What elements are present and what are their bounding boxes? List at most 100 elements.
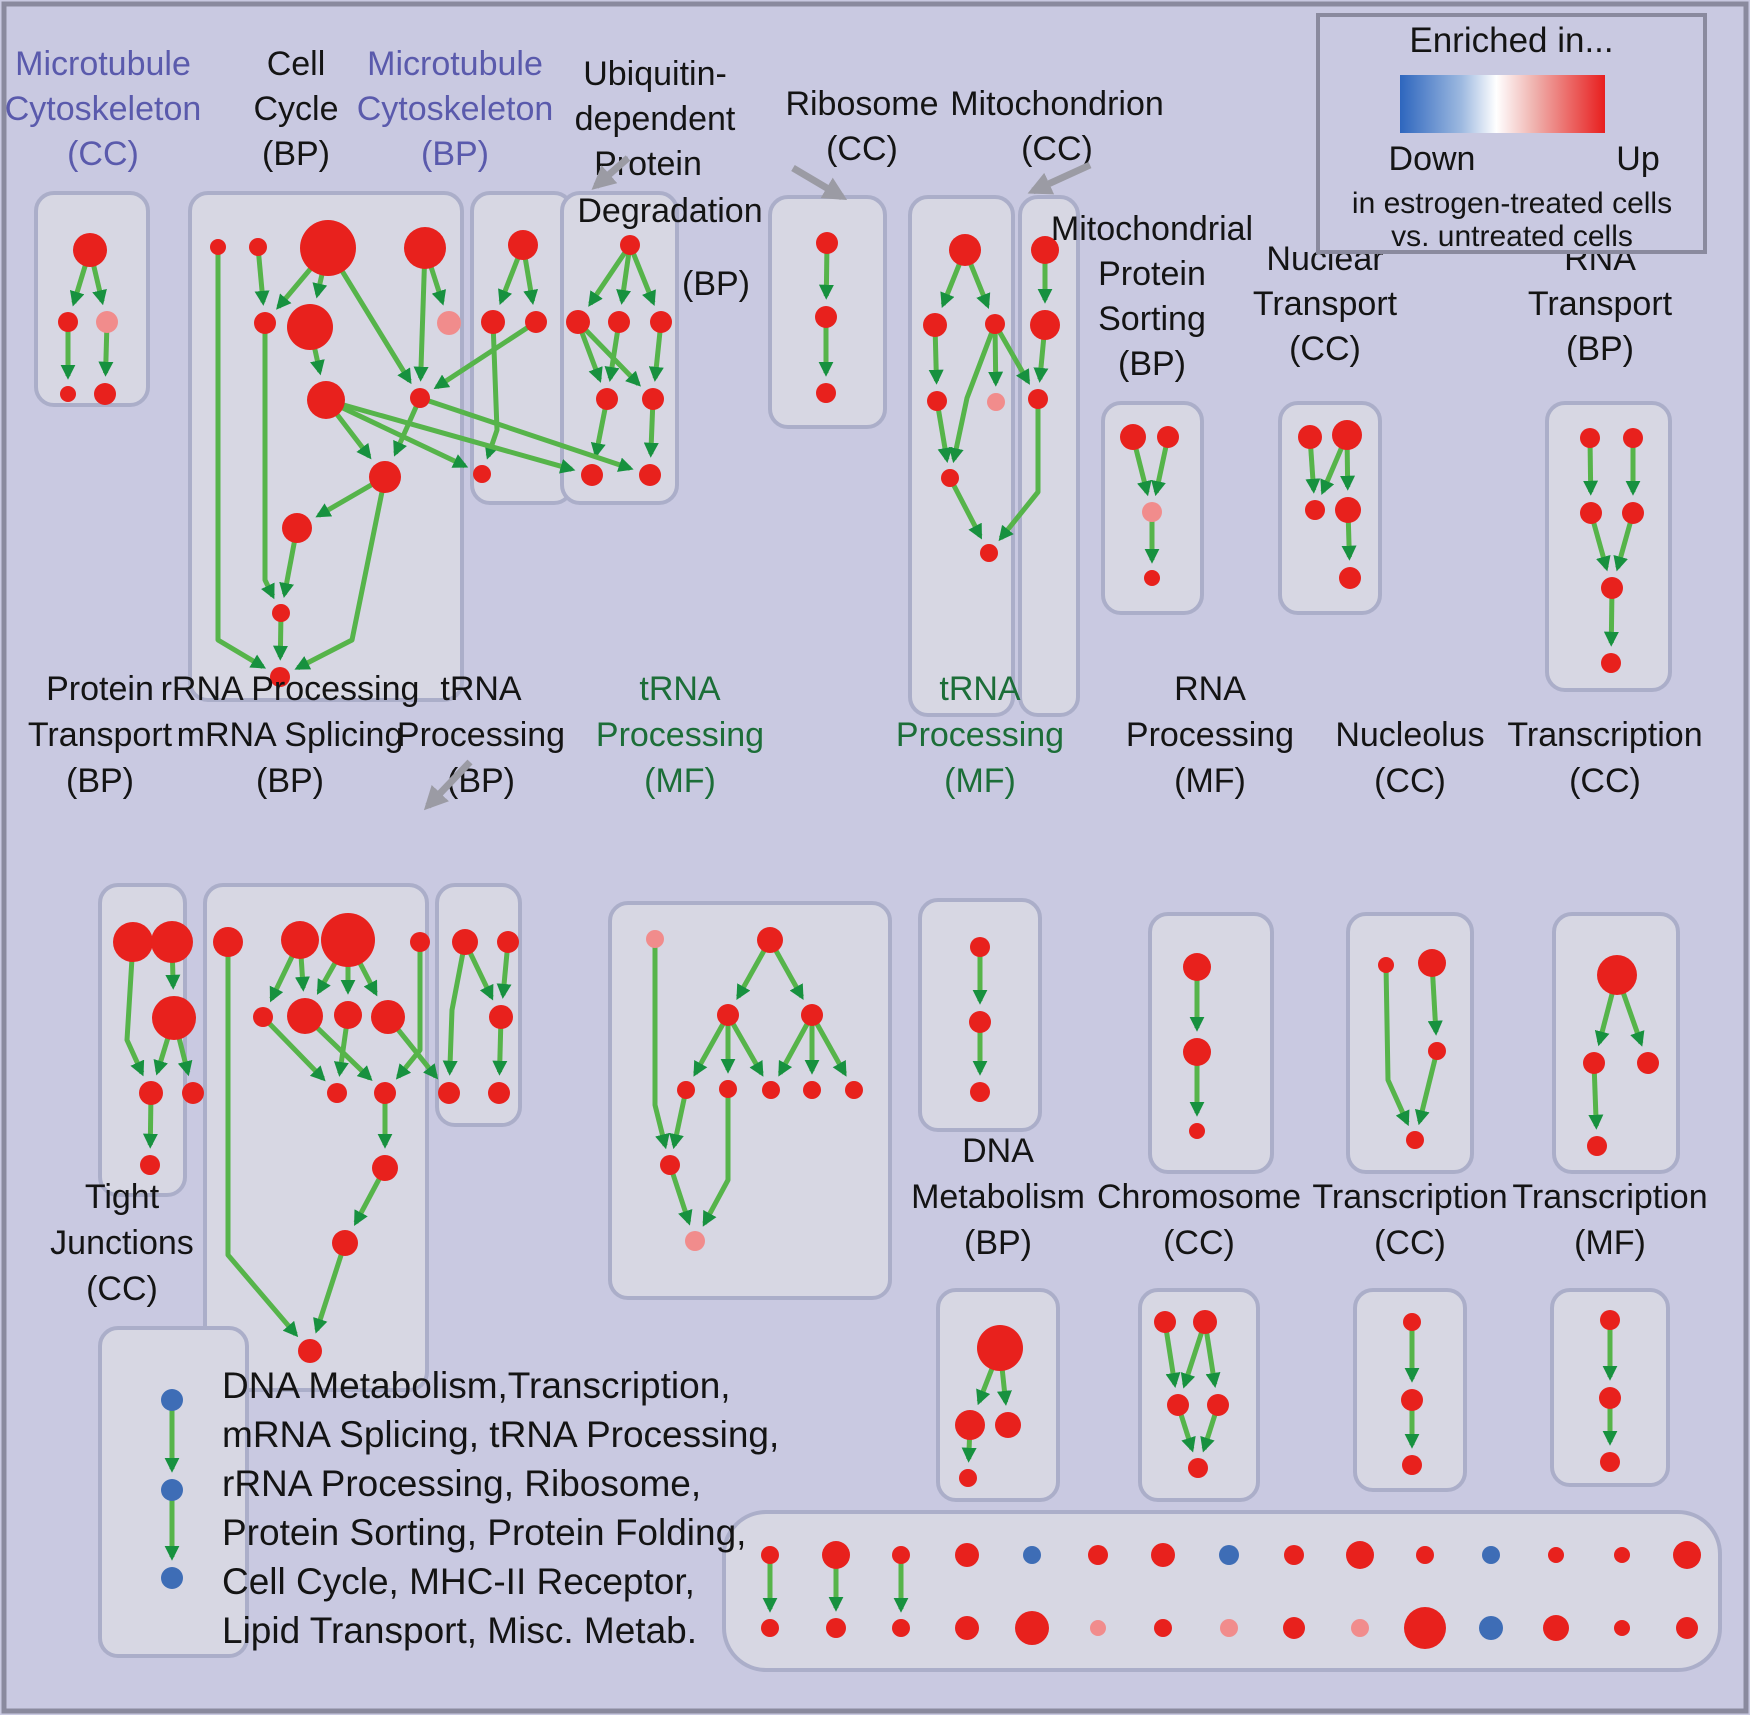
go-term-node-red: [473, 465, 491, 483]
cluster-label-mito_cc: Mitochondrion: [950, 85, 1164, 123]
go-term-node-red: [489, 1005, 513, 1029]
go-term-node-blue: [1023, 1546, 1041, 1564]
go-term-node-red: [281, 921, 319, 959]
go-term-node-pink: [685, 1231, 705, 1251]
cluster-box-rrna: [203, 883, 429, 1392]
cluster-box-mc_cc: [34, 191, 150, 407]
edge-arrow: [809, 1013, 847, 1077]
go-term-node-red: [374, 1082, 396, 1104]
go-term-node-red: [1673, 1541, 1701, 1569]
edge-arrow: [261, 1015, 326, 1082]
gray-pointer-arrow-trna-bp-to-box: [423, 759, 473, 811]
go-term-node-red: [762, 1081, 780, 1099]
legend-note-line2: vs. untreated cells: [1391, 220, 1633, 253]
go-term-node-red: [1580, 428, 1600, 448]
go-term-node-red: [941, 469, 959, 487]
go-term-node-red: [985, 314, 1005, 334]
cluster-label-ribosome: Ribosome: [785, 85, 938, 123]
go-term-node-red: [1332, 420, 1362, 450]
go-term-node-red: [816, 232, 838, 254]
edge-arrow: [433, 319, 538, 390]
edge-arrow: [947, 476, 983, 540]
cluster-label-mc_cc: (CC): [67, 135, 139, 173]
go-term-node-red: [826, 1618, 846, 1638]
edge-arrow: [948, 323, 998, 464]
cluster-label-trna_mf1: (MF): [644, 762, 716, 800]
go-term-node-red: [213, 927, 243, 957]
go-term-node-red: [58, 312, 78, 332]
go-term-node-red: [1614, 1547, 1630, 1563]
go-term-node-red: [1623, 428, 1643, 448]
go-term-node-red: [1305, 500, 1325, 520]
go-term-node-red: [980, 544, 998, 562]
misc-categories-text: Cell Cycle, MHC-II Receptor,: [222, 1561, 695, 1602]
go-term-node-red: [1120, 424, 1146, 450]
go-term-node-red: [969, 1011, 991, 1033]
cluster-label-mt_bp: Microtubule: [367, 45, 543, 83]
cluster-label-nuc_t: (CC): [1289, 330, 1361, 368]
cluster-label-rrna: (BP): [256, 762, 324, 800]
go-term-node-red: [287, 998, 323, 1034]
go-term-node-red: [1543, 1615, 1569, 1641]
go-term-node-red: [1406, 1131, 1424, 1149]
go-term-node-red: [139, 1081, 163, 1105]
go-term-node-red: [1601, 577, 1623, 599]
edge-arrow: [395, 942, 423, 1080]
misc-categories-text: Protein Sorting, Protein Folding,: [222, 1512, 746, 1553]
go-term-node-red: [977, 1325, 1023, 1371]
cluster-label-trna_mf2: Processing: [896, 716, 1064, 754]
go-term-node-red: [1597, 955, 1637, 995]
go-term-node-red: [481, 310, 505, 334]
cluster-label-rrna: rRNA Processing: [161, 670, 420, 708]
cluster-label-mc_cc: Cytoskeleton: [5, 90, 202, 128]
edge-arrow: [1414, 1050, 1440, 1126]
go-term-node-red: [955, 1543, 979, 1567]
go-term-node-red: [1183, 953, 1211, 981]
edge-arrow: [254, 246, 270, 306]
cluster-label-tight_j: (CC): [86, 1270, 158, 1308]
gray-pointer-arrow-mitochondrion-to-box: [1027, 161, 1092, 195]
go-term-node-red: [1587, 1136, 1607, 1156]
cluster-label-prot_t: Protein: [46, 670, 154, 708]
edge-arrow: [588, 243, 633, 307]
go-term-node-red: [508, 230, 538, 260]
go-term-node-red: [298, 1339, 322, 1363]
misc-categories-text: rRNA Processing, Ribosome,: [222, 1463, 701, 1504]
go-term-node-red: [1183, 1038, 1211, 1066]
go-term-node-pink: [1220, 1619, 1238, 1637]
go-term-node-red: [995, 1412, 1021, 1438]
legend-up-label: Up: [1616, 140, 1659, 178]
go-term-node-pink: [1142, 502, 1162, 522]
go-term-node-red: [677, 1081, 695, 1099]
go-term-node-red: [801, 1004, 823, 1026]
go-term-node-red: [1600, 1452, 1620, 1472]
go-term-node-pink: [1090, 1620, 1106, 1636]
go-term-node-red: [334, 1001, 362, 1029]
go-term-node-red: [452, 929, 478, 955]
go-term-node-red: [1614, 1620, 1630, 1636]
go-term-node-red: [892, 1619, 910, 1637]
go-term-node-red: [113, 922, 153, 962]
go-term-node-red: [1283, 1617, 1305, 1639]
cluster-box-rna_mf: [1148, 912, 1274, 1174]
go-term-node-red: [1637, 1052, 1659, 1074]
edge-arrow: [777, 1013, 815, 1077]
go-term-node-red: [1404, 1607, 1446, 1649]
go-term-node-red: [1378, 957, 1394, 973]
cluster-box-rna_t: [1545, 401, 1672, 692]
edge-arrow: [294, 476, 388, 671]
cluster-label-trna_bp: tRNA: [440, 670, 522, 708]
cluster-label-mps: Protein: [1098, 255, 1206, 293]
go-term-node-red: [182, 1082, 204, 1104]
go-term-node-pink: [1351, 1619, 1369, 1637]
go-term-node-red: [955, 1410, 985, 1440]
edge-arrow: [702, 1089, 731, 1227]
go-term-node-red: [1416, 1546, 1434, 1564]
go-term-node-red: [60, 386, 76, 402]
edge-arrow: [215, 247, 267, 669]
go-term-node-red: [1339, 567, 1361, 589]
go-term-node-blue: [161, 1389, 183, 1411]
cluster-label-ubi_a: Degradation: [577, 192, 762, 230]
